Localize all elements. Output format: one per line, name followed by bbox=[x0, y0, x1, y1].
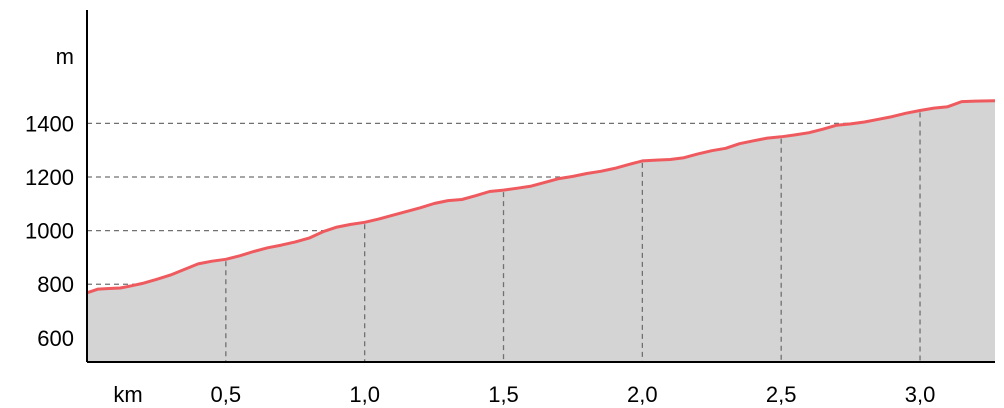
elevation-area bbox=[87, 100, 995, 363]
x-axis-unit-label: km bbox=[113, 382, 142, 407]
y-tick-label: 1400 bbox=[25, 111, 74, 136]
x-tick-label: 0,5 bbox=[211, 382, 242, 407]
vertical-grid-lines bbox=[225, 112, 921, 362]
y-tick-label: 1000 bbox=[25, 219, 74, 244]
y-axis-unit-label: m bbox=[56, 44, 74, 69]
elevation-line bbox=[86, 99, 996, 295]
x-tick-label: 2,5 bbox=[766, 382, 797, 407]
x-tick-label: 3,0 bbox=[905, 382, 936, 407]
x-tick-label: 1,0 bbox=[349, 382, 380, 407]
y-tick-label: 800 bbox=[37, 272, 74, 297]
y-tick-label: 600 bbox=[37, 326, 74, 351]
x-tick-labels: 0,5 1,0 1,5 2,0 2,5 3,0 bbox=[211, 382, 936, 407]
y-tick-label: 1200 bbox=[25, 165, 74, 190]
x-tick-label: 2,0 bbox=[627, 382, 658, 407]
y-tick-labels: 600 800 1000 1200 1400 bbox=[25, 111, 74, 351]
x-tick-label: 1,5 bbox=[488, 382, 519, 407]
